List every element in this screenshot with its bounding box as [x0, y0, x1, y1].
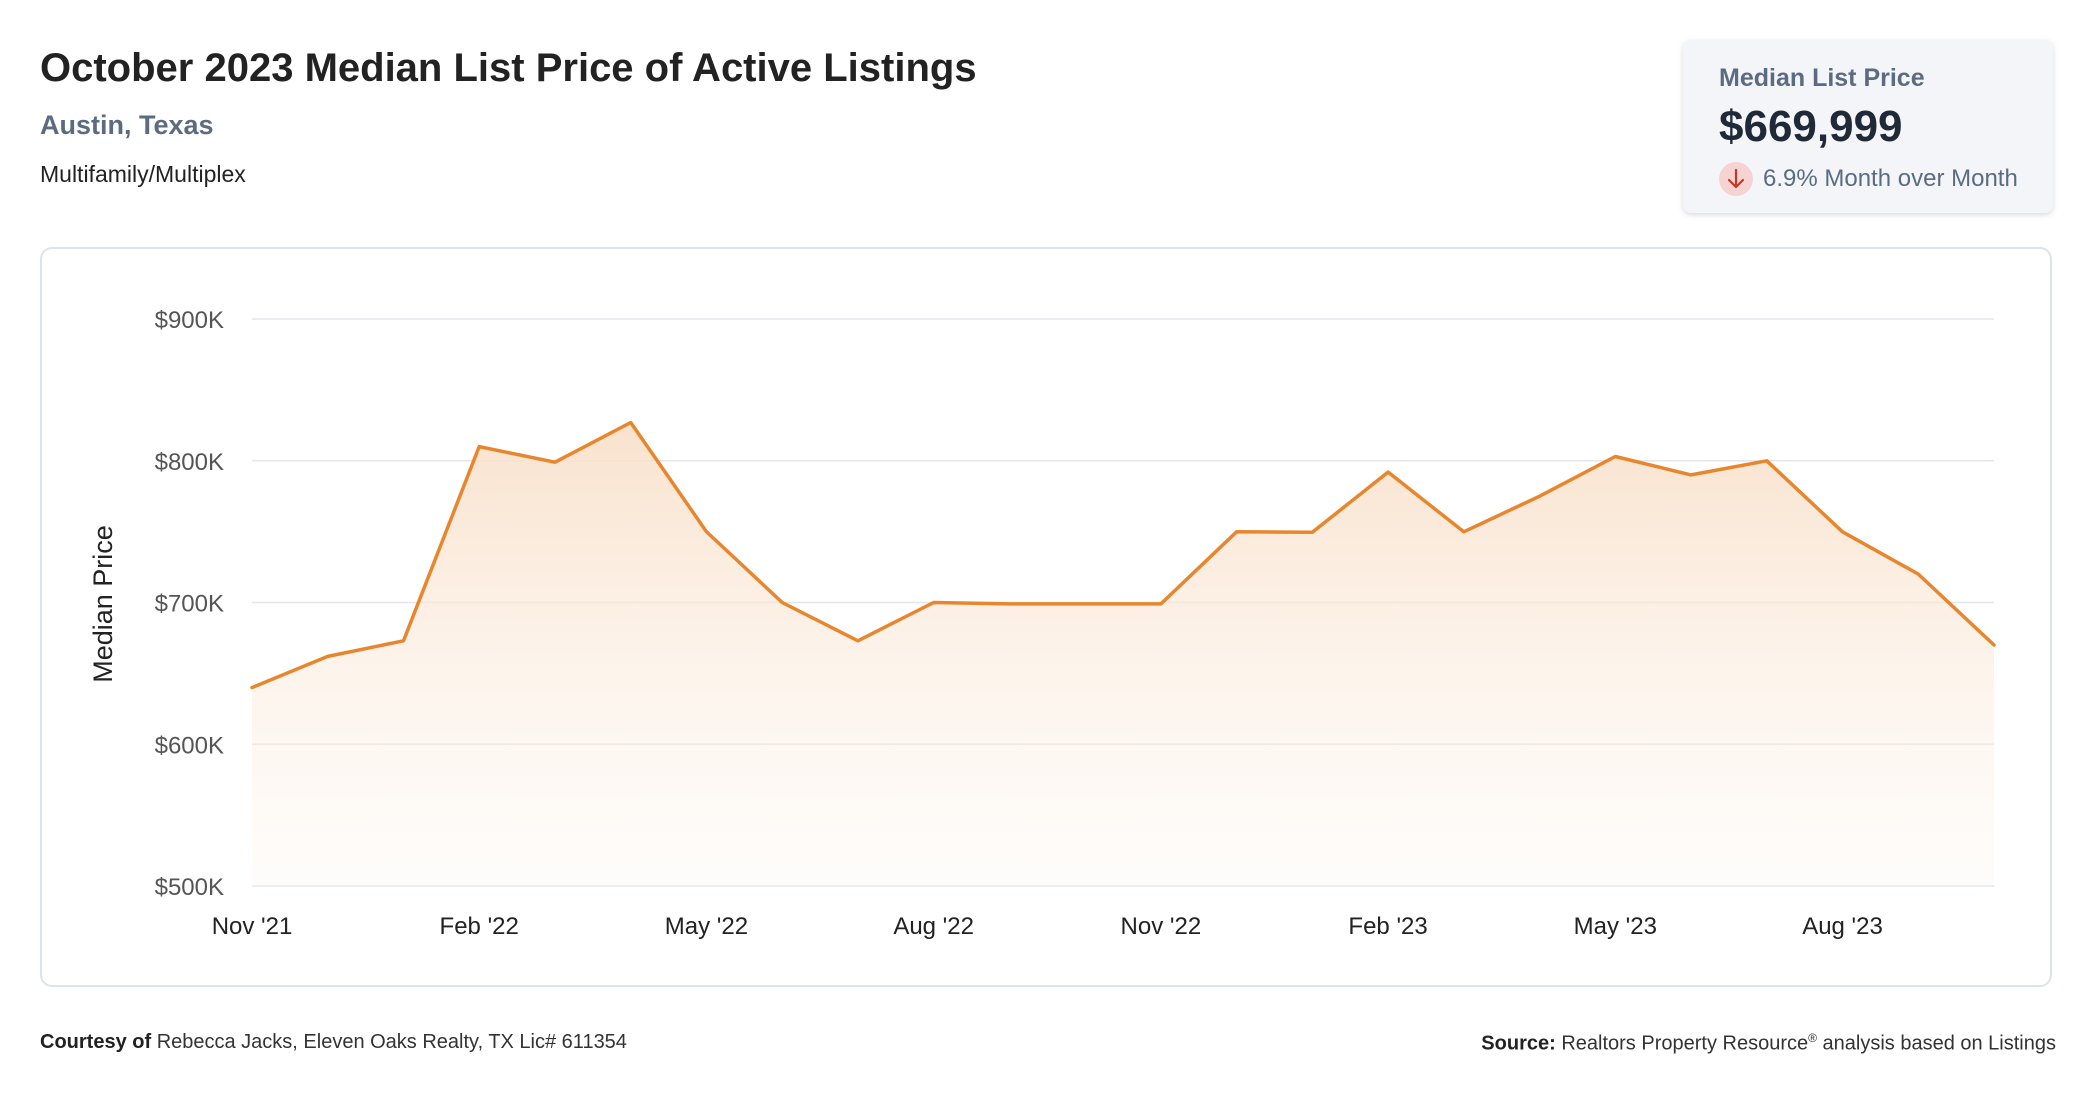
data-point[interactable]: [776, 597, 788, 609]
data-point[interactable]: [1761, 455, 1773, 467]
data-point[interactable]: [1912, 568, 1924, 580]
y-axis-ticks: $500K $600K $700K $800K $900K: [155, 307, 224, 901]
data-point[interactable]: [473, 441, 485, 453]
data-point[interactable]: [246, 682, 258, 694]
data-point[interactable]: [1306, 526, 1318, 538]
y-tick-label: $900K: [155, 307, 224, 334]
source-text: Realtors Property Resource: [1561, 1032, 1809, 1055]
data-point[interactable]: [1988, 639, 2000, 651]
data-point[interactable]: [322, 650, 334, 662]
series-line: [250, 420, 1996, 690]
data-point[interactable]: [549, 456, 561, 468]
source-suffix: analysis based on Listings: [1822, 1032, 2056, 1055]
stat-change: 6.9% Month over Month: [1719, 162, 2018, 196]
x-tick-label: Aug '23: [1802, 913, 1883, 940]
data-point[interactable]: [1079, 598, 1091, 610]
stat-label: Median List Price: [1719, 64, 1925, 92]
x-tick-label: May '22: [665, 913, 748, 940]
courtesy-text: Rebecca Jacks, Eleven Oaks Realty, TX Li…: [156, 1031, 627, 1053]
x-axis-ticks: Nov '21 Feb '22 May '22 Aug '22 Nov '22 Feb '…: [212, 913, 1883, 940]
data-point[interactable]: [1155, 598, 1167, 610]
source-label: Source:: [1481, 1032, 1556, 1055]
y-tick-label: $500K: [155, 874, 224, 901]
stat-value: $669,999: [1719, 102, 1903, 151]
x-tick-label: Aug '22: [893, 913, 974, 940]
y-tick-label: $600K: [155, 732, 224, 759]
data-point[interactable]: [1837, 526, 1849, 538]
y-tick-label: $800K: [155, 449, 224, 476]
area-fill: [252, 422, 1994, 886]
courtesy-label: Courtesy of: [40, 1031, 152, 1053]
property-type: Multifamily/Multiplex: [40, 161, 246, 187]
data-point[interactable]: [1382, 466, 1394, 478]
y-axis-label: Median Price: [88, 525, 118, 683]
page-title: October 2023 Median List Price of Active…: [40, 46, 977, 90]
data-point[interactable]: [852, 635, 864, 647]
data-point[interactable]: [1458, 526, 1470, 538]
source-footer: Source: Realtors Property Resource® anal…: [1481, 1031, 2056, 1056]
data-point[interactable]: [1685, 469, 1697, 481]
data-point[interactable]: [1003, 598, 1015, 610]
change-text: 6.9% Month over Month: [1763, 165, 2018, 192]
courtesy-footer: Courtesy of Rebecca Jacks, Eleven Oaks R…: [40, 1031, 627, 1054]
y-tick-label: $700K: [155, 591, 224, 618]
x-tick-label: Nov '21: [212, 913, 293, 940]
data-point[interactable]: [1231, 526, 1243, 538]
data-point[interactable]: [625, 416, 637, 428]
data-point[interactable]: [928, 597, 940, 609]
price-line: [246, 416, 2000, 694]
location-subtitle: Austin, Texas: [40, 110, 214, 140]
x-tick-label: Nov '22: [1121, 913, 1202, 940]
median-price-card: Median List Price $669,999 6.9% Month ov…: [1683, 40, 2053, 213]
x-tick-label: May '23: [1574, 913, 1657, 940]
area-shape: [252, 422, 1994, 886]
chart-panel: $500K $600K $700K $800K $900K Nov '21 Feb '22…: [40, 247, 2052, 987]
arrow-down-icon: [1719, 162, 1753, 196]
registered-mark: ®: [1808, 1031, 1817, 1045]
data-point[interactable]: [700, 526, 712, 538]
data-point[interactable]: [1534, 490, 1546, 502]
median-price-chart: $500K $600K $700K $800K $900K Nov '21 Feb '22…: [88, 307, 2000, 940]
data-point[interactable]: [397, 635, 409, 647]
x-tick-label: Feb '23: [1348, 913, 1427, 940]
x-tick-label: Feb '22: [440, 913, 519, 940]
data-point[interactable]: [1609, 450, 1621, 462]
